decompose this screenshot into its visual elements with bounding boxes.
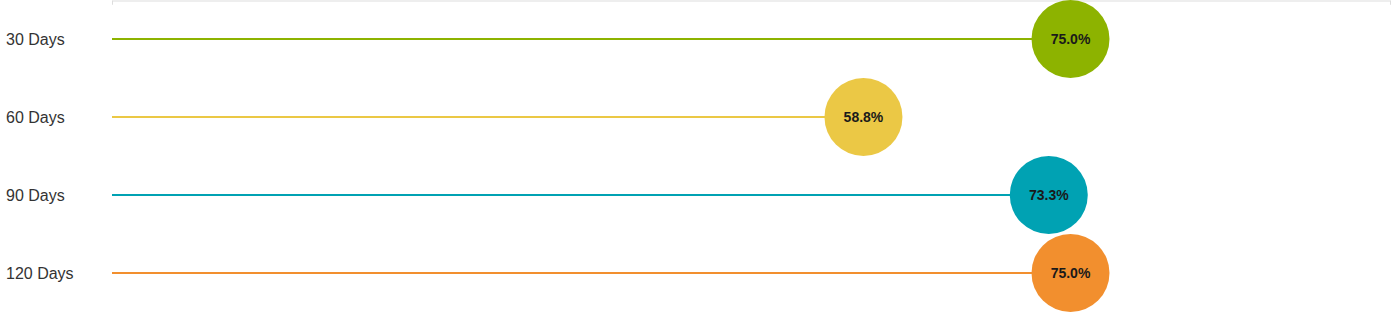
dot bbox=[1010, 156, 1088, 234]
category-label: 90 Days bbox=[6, 187, 65, 204]
chart-svg: 30 Days60 Days90 Days120 Days75.0%58.8%7… bbox=[0, 0, 1391, 312]
x-tick bbox=[1390, 1, 1391, 5]
category-label: 120 Days bbox=[6, 265, 74, 282]
plot-area bbox=[112, 0, 1110, 312]
stem bbox=[112, 272, 1071, 274]
data-label: 75.0% bbox=[1051, 265, 1091, 281]
data-label: 73.3% bbox=[1029, 187, 1069, 203]
y-axis-labels: 30 Days 60 Days 90 Days 120 Days bbox=[6, 31, 74, 282]
x-tick-mark bbox=[112, 1, 113, 5]
x-tick-mark bbox=[1390, 1, 1391, 5]
category-label: 30 Days bbox=[6, 31, 65, 48]
category-label: 60 Days bbox=[6, 109, 65, 126]
data-label: 75.0% bbox=[1051, 31, 1091, 47]
stem bbox=[112, 116, 863, 118]
x-tick bbox=[112, 1, 113, 5]
x-axis-line bbox=[113, 1, 1391, 5]
stem bbox=[112, 194, 1049, 196]
dot bbox=[824, 78, 902, 156]
dot bbox=[1032, 0, 1110, 78]
x-axis bbox=[113, 1, 1391, 5]
dot bbox=[1032, 234, 1110, 312]
data-label: 58.8% bbox=[844, 109, 884, 125]
chart-container: 30 Days60 Days90 Days120 Days75.0%58.8%7… bbox=[0, 0, 1391, 312]
data-labels: 75.0% 58.8% 73.3% 75.0% bbox=[844, 31, 1091, 281]
stem bbox=[112, 38, 1071, 40]
